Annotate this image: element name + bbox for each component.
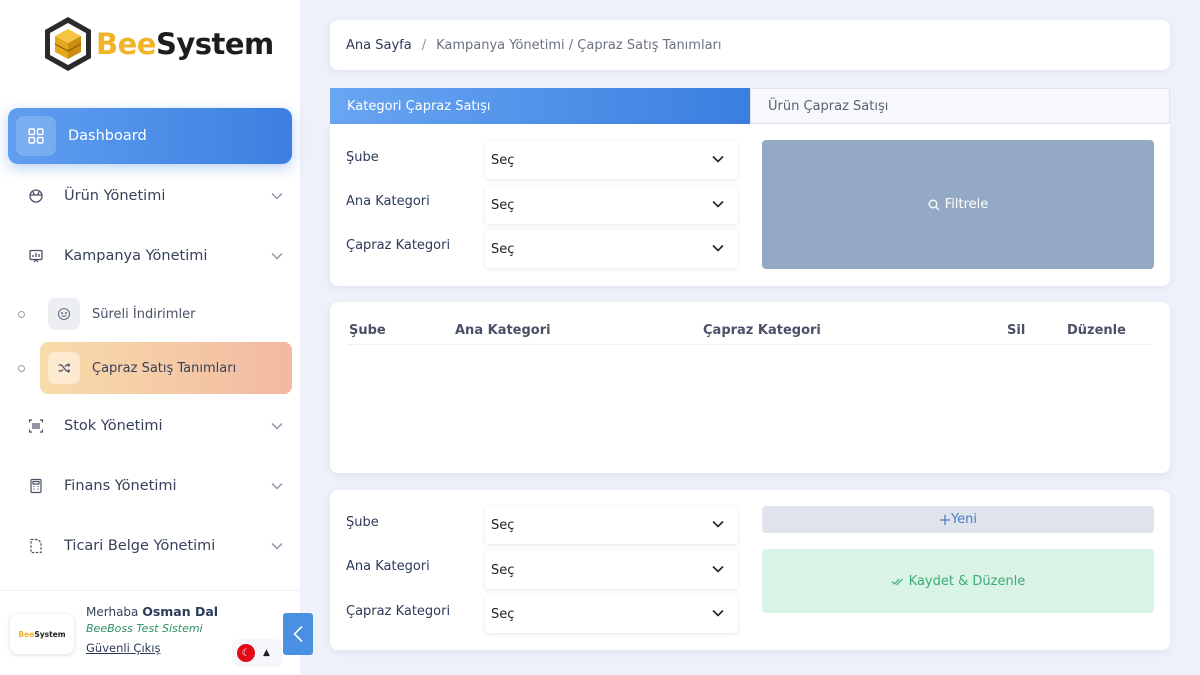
save-edit-button[interactable]: Kaydet & Düzenle bbox=[762, 549, 1154, 613]
sidebar-collapse-button[interactable] bbox=[283, 613, 313, 655]
logout-link[interactable]: Güvenli Çıkış bbox=[86, 641, 161, 655]
select-value: Seç bbox=[491, 562, 515, 578]
user-name: Osman Dal bbox=[142, 604, 219, 619]
sidebar-item-label: Ürün Yönetimi bbox=[64, 188, 166, 204]
chevron-down-icon bbox=[712, 520, 724, 528]
column-header-sil: Sil bbox=[1007, 323, 1026, 338]
basket-icon bbox=[8, 188, 64, 204]
field-label-capraz-kategori: Çapraz Kategori bbox=[346, 238, 451, 253]
presentation-chart-icon bbox=[8, 248, 64, 264]
chevron-down-icon bbox=[712, 200, 724, 208]
sidebar-item-label: Ticari Belge Yönetimi bbox=[64, 538, 216, 554]
sidebar-subitem-label: Çapraz Satış Tanımları bbox=[92, 360, 237, 376]
breadcrumb-current: Kampanya Yönetimi / Çapraz Satış Tanımla… bbox=[436, 37, 722, 53]
chevron-down-icon bbox=[262, 482, 292, 490]
select-value: Seç bbox=[491, 517, 515, 533]
column-header-ana-kategori: Ana Kategori bbox=[455, 323, 551, 338]
caret-up-icon: ▲ bbox=[263, 648, 270, 658]
sidebar-item-label: Kampanya Yönetimi bbox=[64, 248, 208, 264]
chevron-down-icon bbox=[262, 252, 292, 260]
filter-button-label: Filtrele bbox=[944, 197, 989, 212]
form-capraz-kategori-select[interactable]: Seç bbox=[485, 595, 738, 633]
column-header-duzenle: Düzenle bbox=[1067, 323, 1126, 338]
chevron-down-icon bbox=[262, 422, 292, 430]
breadcrumb-separator: / bbox=[421, 37, 427, 53]
language-selector[interactable]: ☾ ▲ bbox=[232, 639, 282, 667]
system-name: BeeBoss Test Sistemi bbox=[86, 622, 203, 635]
sidebar: BeeSystem Dashboard Ürün Yönetimi Kampan… bbox=[0, 0, 300, 675]
barcode-icon bbox=[8, 418, 64, 434]
filter-capraz-kategori-select[interactable]: Seç bbox=[485, 230, 738, 268]
sidebar-item-urun-yonetimi[interactable]: Ürün Yönetimi bbox=[8, 168, 292, 224]
chevron-down-icon bbox=[712, 155, 724, 163]
search-icon bbox=[928, 199, 940, 210]
select-value: Seç bbox=[491, 152, 515, 168]
field-label-ana-kategori: Ana Kategori bbox=[346, 194, 430, 209]
smile-icon bbox=[48, 298, 80, 330]
user-panel: Bee System Merhaba Osman Dal BeeBoss Test… bbox=[0, 590, 300, 675]
chevron-down-icon bbox=[262, 542, 292, 550]
turkey-flag-icon: ☾ bbox=[237, 644, 255, 662]
filter-sube-select[interactable]: Seç bbox=[485, 141, 738, 179]
edit-form-panel: Şube Seç Ana Kategori Seç Çapraz Kategor… bbox=[330, 490, 1170, 650]
filter-panel: Şube Seç Ana Kategori Seç Çapraz Kategor… bbox=[330, 124, 1170, 286]
tab-kategori-capraz-satisi[interactable]: Kategori Çapraz Satışı bbox=[330, 88, 750, 124]
select-value: Seç bbox=[491, 197, 515, 213]
table-header: Şube Ana Kategori Çapraz Kategori Sil Dü… bbox=[348, 323, 1152, 345]
select-value: Seç bbox=[491, 241, 515, 257]
document-icon bbox=[8, 538, 64, 554]
column-header-capraz-kategori: Çapraz Kategori bbox=[703, 323, 821, 338]
field-label-sube: Şube bbox=[346, 515, 379, 530]
sidebar-item-dashboard[interactable]: Dashboard bbox=[8, 108, 292, 164]
column-header-sube: Şube bbox=[349, 323, 386, 338]
filter-ana-kategori-select[interactable]: Seç bbox=[485, 186, 738, 224]
chevron-down-icon bbox=[712, 565, 724, 573]
submenu-bullet bbox=[18, 311, 25, 318]
brand-logo[interactable]: BeeSystem bbox=[42, 14, 274, 74]
avatar: Bee System bbox=[10, 614, 74, 654]
field-label-capraz-kategori: Çapraz Kategori bbox=[346, 604, 451, 619]
brand-name: BeeSystem bbox=[96, 27, 274, 61]
results-table: Şube Ana Kategori Çapraz Kategori Sil Dü… bbox=[330, 302, 1170, 473]
sidebar-item-ticari-belge-yonetimi[interactable]: Ticari Belge Yönetimi bbox=[8, 518, 292, 574]
sidebar-item-stok-yonetimi[interactable]: Stok Yönetimi bbox=[8, 398, 292, 454]
select-value: Seç bbox=[491, 606, 515, 622]
field-label-sube: Şube bbox=[346, 150, 379, 165]
sidebar-subitem-capraz-satis[interactable]: Çapraz Satış Tanımları bbox=[40, 342, 292, 394]
chevron-down-icon bbox=[262, 192, 292, 200]
sidebar-item-label: Stok Yönetimi bbox=[64, 418, 163, 434]
new-button[interactable]: Yeni bbox=[762, 506, 1154, 533]
sidebar-item-kampanya-yonetimi[interactable]: Kampanya Yönetimi bbox=[8, 228, 292, 284]
calculator-icon bbox=[8, 478, 64, 494]
grid-icon bbox=[16, 116, 56, 156]
shuffle-icon bbox=[48, 352, 80, 384]
chevron-down-icon bbox=[712, 244, 724, 252]
form-sube-select[interactable]: Seç bbox=[485, 506, 738, 544]
new-button-label: Yeni bbox=[950, 512, 978, 527]
breadcrumb: Ana Sayfa / Kampanya Yönetimi / Çapraz S… bbox=[330, 20, 1170, 70]
sidebar-item-label: Dashboard bbox=[68, 128, 147, 144]
hexagon-logo-icon bbox=[45, 17, 91, 71]
save-button-label: Kaydet & Düzenle bbox=[908, 573, 1026, 589]
filter-button[interactable]: Filtrele bbox=[762, 140, 1154, 269]
plus-icon bbox=[939, 514, 950, 525]
sidebar-item-finans-yonetimi[interactable]: Finans Yönetimi bbox=[8, 458, 292, 514]
field-label-ana-kategori: Ana Kategori bbox=[346, 559, 430, 574]
double-check-icon bbox=[891, 578, 903, 586]
tab-urun-capraz-satisi[interactable]: Ürün Çapraz Satışı bbox=[750, 88, 1170, 124]
user-greeting: Merhaba Osman Dal bbox=[86, 604, 219, 619]
form-ana-kategori-select[interactable]: Seç bbox=[485, 551, 738, 589]
sidebar-item-label: Finans Yönetimi bbox=[64, 478, 177, 494]
sidebar-subitem-sureli-indirimler[interactable]: Süreli İndirimler bbox=[40, 288, 292, 340]
submenu-bullet bbox=[18, 365, 25, 372]
chevron-down-icon bbox=[712, 609, 724, 617]
breadcrumb-home[interactable]: Ana Sayfa bbox=[346, 37, 412, 53]
sidebar-subitem-label: Süreli İndirimler bbox=[92, 306, 196, 322]
chevron-left-icon bbox=[293, 625, 303, 643]
